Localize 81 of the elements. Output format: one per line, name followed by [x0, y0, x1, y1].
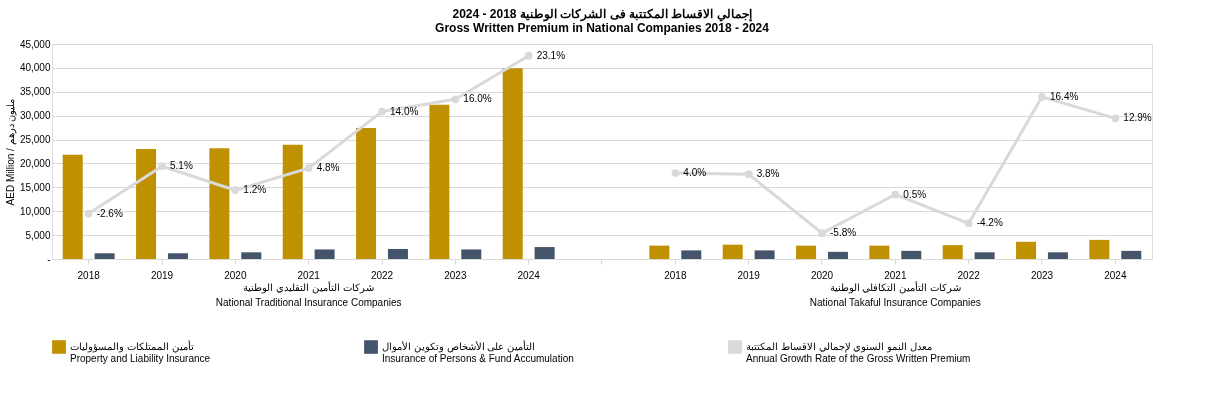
y-tick-label: - — [47, 253, 51, 265]
data-label: 0.5% — [903, 188, 927, 200]
bar — [62, 154, 83, 259]
bar — [314, 249, 335, 259]
data-label: -5.8% — [830, 227, 857, 239]
bar — [1047, 252, 1068, 259]
bar — [502, 68, 523, 259]
x-tick-label: 2021 — [884, 269, 907, 281]
x-tick-label: 2019 — [150, 269, 174, 281]
data-label: -2.6% — [96, 207, 123, 219]
y-tick-label: 20,000 — [19, 157, 51, 169]
data-label: 12.9% — [1123, 112, 1152, 124]
x-tick-label: 2021 — [297, 269, 321, 281]
point — [964, 219, 973, 228]
y-tick-label: 40,000 — [19, 62, 51, 74]
bar — [356, 128, 377, 259]
data-label: 4.8% — [316, 162, 340, 174]
point — [1111, 114, 1120, 123]
point — [744, 170, 753, 179]
data-label: 16.0% — [463, 93, 492, 105]
y-tick-label: 30,000 — [19, 110, 51, 122]
x-tick-label: 2020 — [810, 269, 834, 281]
x-tick-label: 2020 — [224, 269, 247, 281]
point — [378, 107, 386, 116]
bar — [869, 245, 890, 259]
bar — [209, 148, 230, 259]
y-tick-label: 25,000 — [19, 134, 51, 146]
y-tick-label: 15,000 — [19, 181, 51, 193]
y-tick-label: 5,000 — [25, 229, 51, 241]
point — [304, 164, 313, 172]
bar — [942, 245, 963, 259]
x-tick-label: 2023 — [444, 269, 467, 281]
x-tick-label: 2018 — [664, 269, 687, 281]
bar — [681, 250, 702, 259]
x-tick-label: 2024 — [517, 269, 541, 281]
bar — [136, 149, 157, 259]
bar — [461, 249, 482, 259]
data-label: 14.0% — [390, 105, 419, 117]
bar — [282, 144, 303, 259]
point — [671, 169, 680, 177]
y-tick-label: 45,000 — [19, 38, 51, 50]
data-label: 16.4% — [1050, 90, 1079, 102]
data-label: -4.2% — [976, 217, 1003, 229]
bar — [796, 245, 817, 259]
bar — [722, 244, 743, 259]
x-tick-label: 2024 — [1104, 269, 1127, 281]
y-tick-label: 35,000 — [19, 86, 51, 98]
x-tick-label: 2023 — [1030, 269, 1054, 281]
bar — [387, 248, 408, 259]
bar — [901, 250, 922, 259]
x-tick-label: 2018 — [77, 269, 101, 281]
bar — [94, 253, 115, 259]
bar — [1089, 239, 1110, 259]
data-label: 3.8% — [756, 168, 780, 180]
point — [451, 95, 460, 104]
y-tick-label: 10,000 — [19, 205, 51, 217]
y-axis-title: AED Million / مليون درهم — [4, 98, 17, 206]
data-label: 23.1% — [536, 49, 566, 61]
bar — [974, 252, 995, 259]
bar — [167, 253, 188, 259]
bar — [827, 251, 848, 259]
point — [891, 190, 900, 199]
point — [158, 162, 166, 171]
x-tick-label: 2022 — [957, 269, 981, 281]
data-label: 4.0% — [683, 167, 707, 178]
x-tick-label: 2019 — [737, 269, 761, 281]
point — [231, 186, 240, 195]
data-label: 1.2% — [243, 184, 267, 196]
bar — [1121, 250, 1142, 259]
bar — [241, 252, 262, 259]
point — [818, 229, 826, 238]
bar — [754, 250, 775, 259]
point — [84, 209, 93, 218]
bar — [649, 245, 670, 259]
point — [524, 51, 533, 60]
point — [1038, 92, 1046, 101]
x-tick-label: 2022 — [370, 269, 394, 281]
data-label: 5.1% — [170, 160, 193, 172]
bar — [534, 247, 555, 259]
bar — [429, 104, 450, 259]
bar — [1016, 241, 1037, 259]
